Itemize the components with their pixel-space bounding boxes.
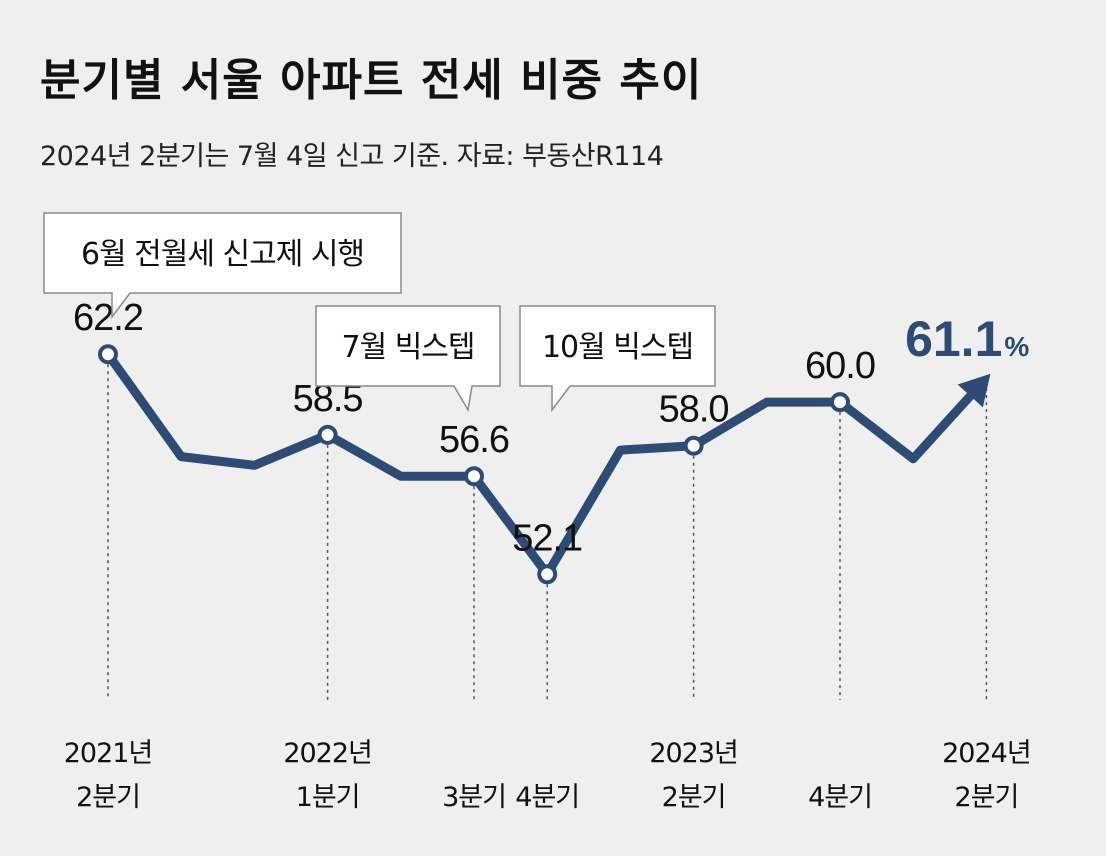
x-tick-label-6-0: 4분기 [515,782,579,813]
data-label-6: 52.1 [512,517,582,559]
x-tick-label-3-0: 2022년 [283,738,372,769]
data-point-marker-10 [830,392,850,413]
annotation-box-1 [315,305,501,413]
data-point-marker-3 [317,424,338,445]
data-point-marker-0 [98,344,118,365]
x-tick-label-12-1: 2분기 [954,782,1018,813]
x-tick-label-10-0: 4분기 [808,782,872,813]
x-tick-label-8-1: 2분기 [662,782,726,813]
data-label-5: 56.6 [439,419,509,461]
x-tick-label-0-1: 2분기 [76,782,140,813]
data-point-marker-6 [537,564,558,585]
data-label-unit: % [1004,331,1029,362]
data-label-highlight: 61.1 [905,311,1002,367]
x-tick-label-8-0: 2023년 [649,738,738,769]
data-label-0: 62.2 [73,297,143,339]
x-tick-label-5-0: 3분기 [442,782,506,813]
annotation-text-1: 7월 빅스텝 [341,330,474,365]
x-tick-label-12-0: 2024년 [942,738,1031,769]
annotation-box-0 [43,212,402,320]
data-point-marker-8 [683,435,704,456]
x-tick-label-0-0: 2021년 [64,738,153,769]
data-label-10: 60.0 [805,345,875,387]
annotation-text-0: 6월 전월세 신고제 시행 [81,237,364,272]
annotation-text-2: 10월 빅스텝 [542,330,693,365]
arrowhead-marker [957,373,991,408]
data-point-marker-5 [464,466,484,487]
chart-subtitle: 2024년 2분기는 7월 4일 신고 기준. 자료: 부동산R114 [40,141,664,172]
x-tick-label-3-1: 1분기 [296,782,360,813]
data-label-8: 58.0 [659,389,729,431]
annotation-box-2 [519,305,716,413]
chart-title: 분기별 서울 아파트 전세 비중 추이 [40,55,703,106]
